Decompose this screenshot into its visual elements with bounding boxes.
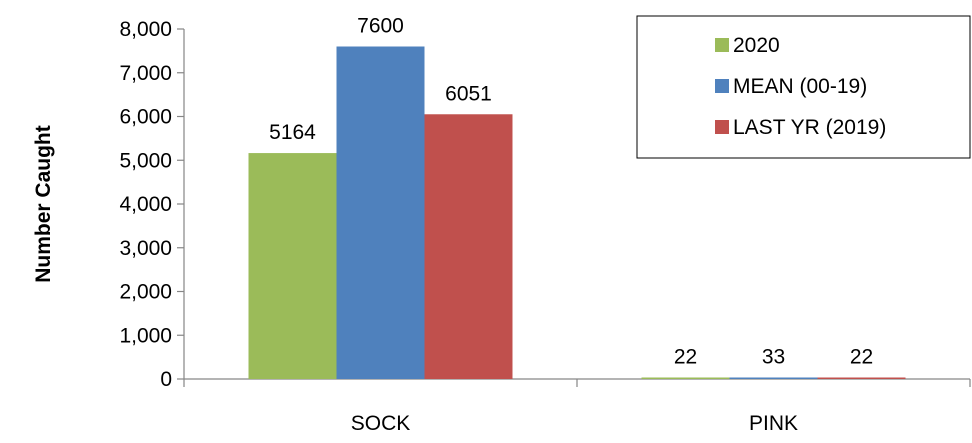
legend-swatch — [715, 38, 729, 52]
legend: 2020 MEAN (00-19) LAST YR (2019) — [636, 15, 971, 159]
legend-box — [636, 15, 971, 159]
bar — [729, 377, 818, 379]
y-tick-label: 8,000 — [119, 18, 172, 41]
data-label: 33 — [762, 346, 785, 369]
y-tick-label: 1,000 — [119, 324, 172, 347]
data-label: 7600 — [357, 15, 404, 38]
legend-entry: MEAN (00-19) — [733, 75, 867, 98]
y-tick-label: 7,000 — [119, 62, 172, 85]
legend-swatch — [715, 79, 729, 93]
x-tick-label: SOCK — [351, 412, 411, 435]
data-label: 22 — [674, 346, 697, 369]
x-axis: SOCK PINK — [183, 378, 971, 435]
bar — [817, 377, 906, 379]
data-labels: 5164 7600 6051 22 33 22 — [269, 15, 873, 369]
legend-entry: LAST YR (2019) — [733, 116, 886, 139]
data-label: 22 — [850, 346, 873, 369]
legend-swatch — [715, 120, 729, 134]
bar — [336, 46, 425, 379]
y-tick-label: 4,000 — [119, 193, 172, 216]
x-tick-label: PINK — [749, 412, 798, 435]
data-label: 5164 — [269, 121, 316, 144]
y-tick-label: 2,000 — [119, 281, 172, 304]
y-tick-label: 0 — [160, 368, 172, 391]
y-axis-title: Number Caught — [32, 125, 55, 283]
data-label: 6051 — [445, 82, 492, 105]
bars — [248, 46, 906, 380]
y-tick-label: 5,000 — [119, 149, 172, 172]
bar — [248, 153, 337, 379]
legend-entry: 2020 — [733, 34, 780, 57]
y-tick-label: 3,000 — [119, 237, 172, 260]
bar — [424, 114, 513, 380]
bar — [641, 377, 730, 379]
y-axis: 0 1,000 2,000 3,000 4,000 5,000 6,000 7,000 8,00… — [119, 18, 185, 391]
y-tick-label: 6,000 — [119, 106, 172, 129]
